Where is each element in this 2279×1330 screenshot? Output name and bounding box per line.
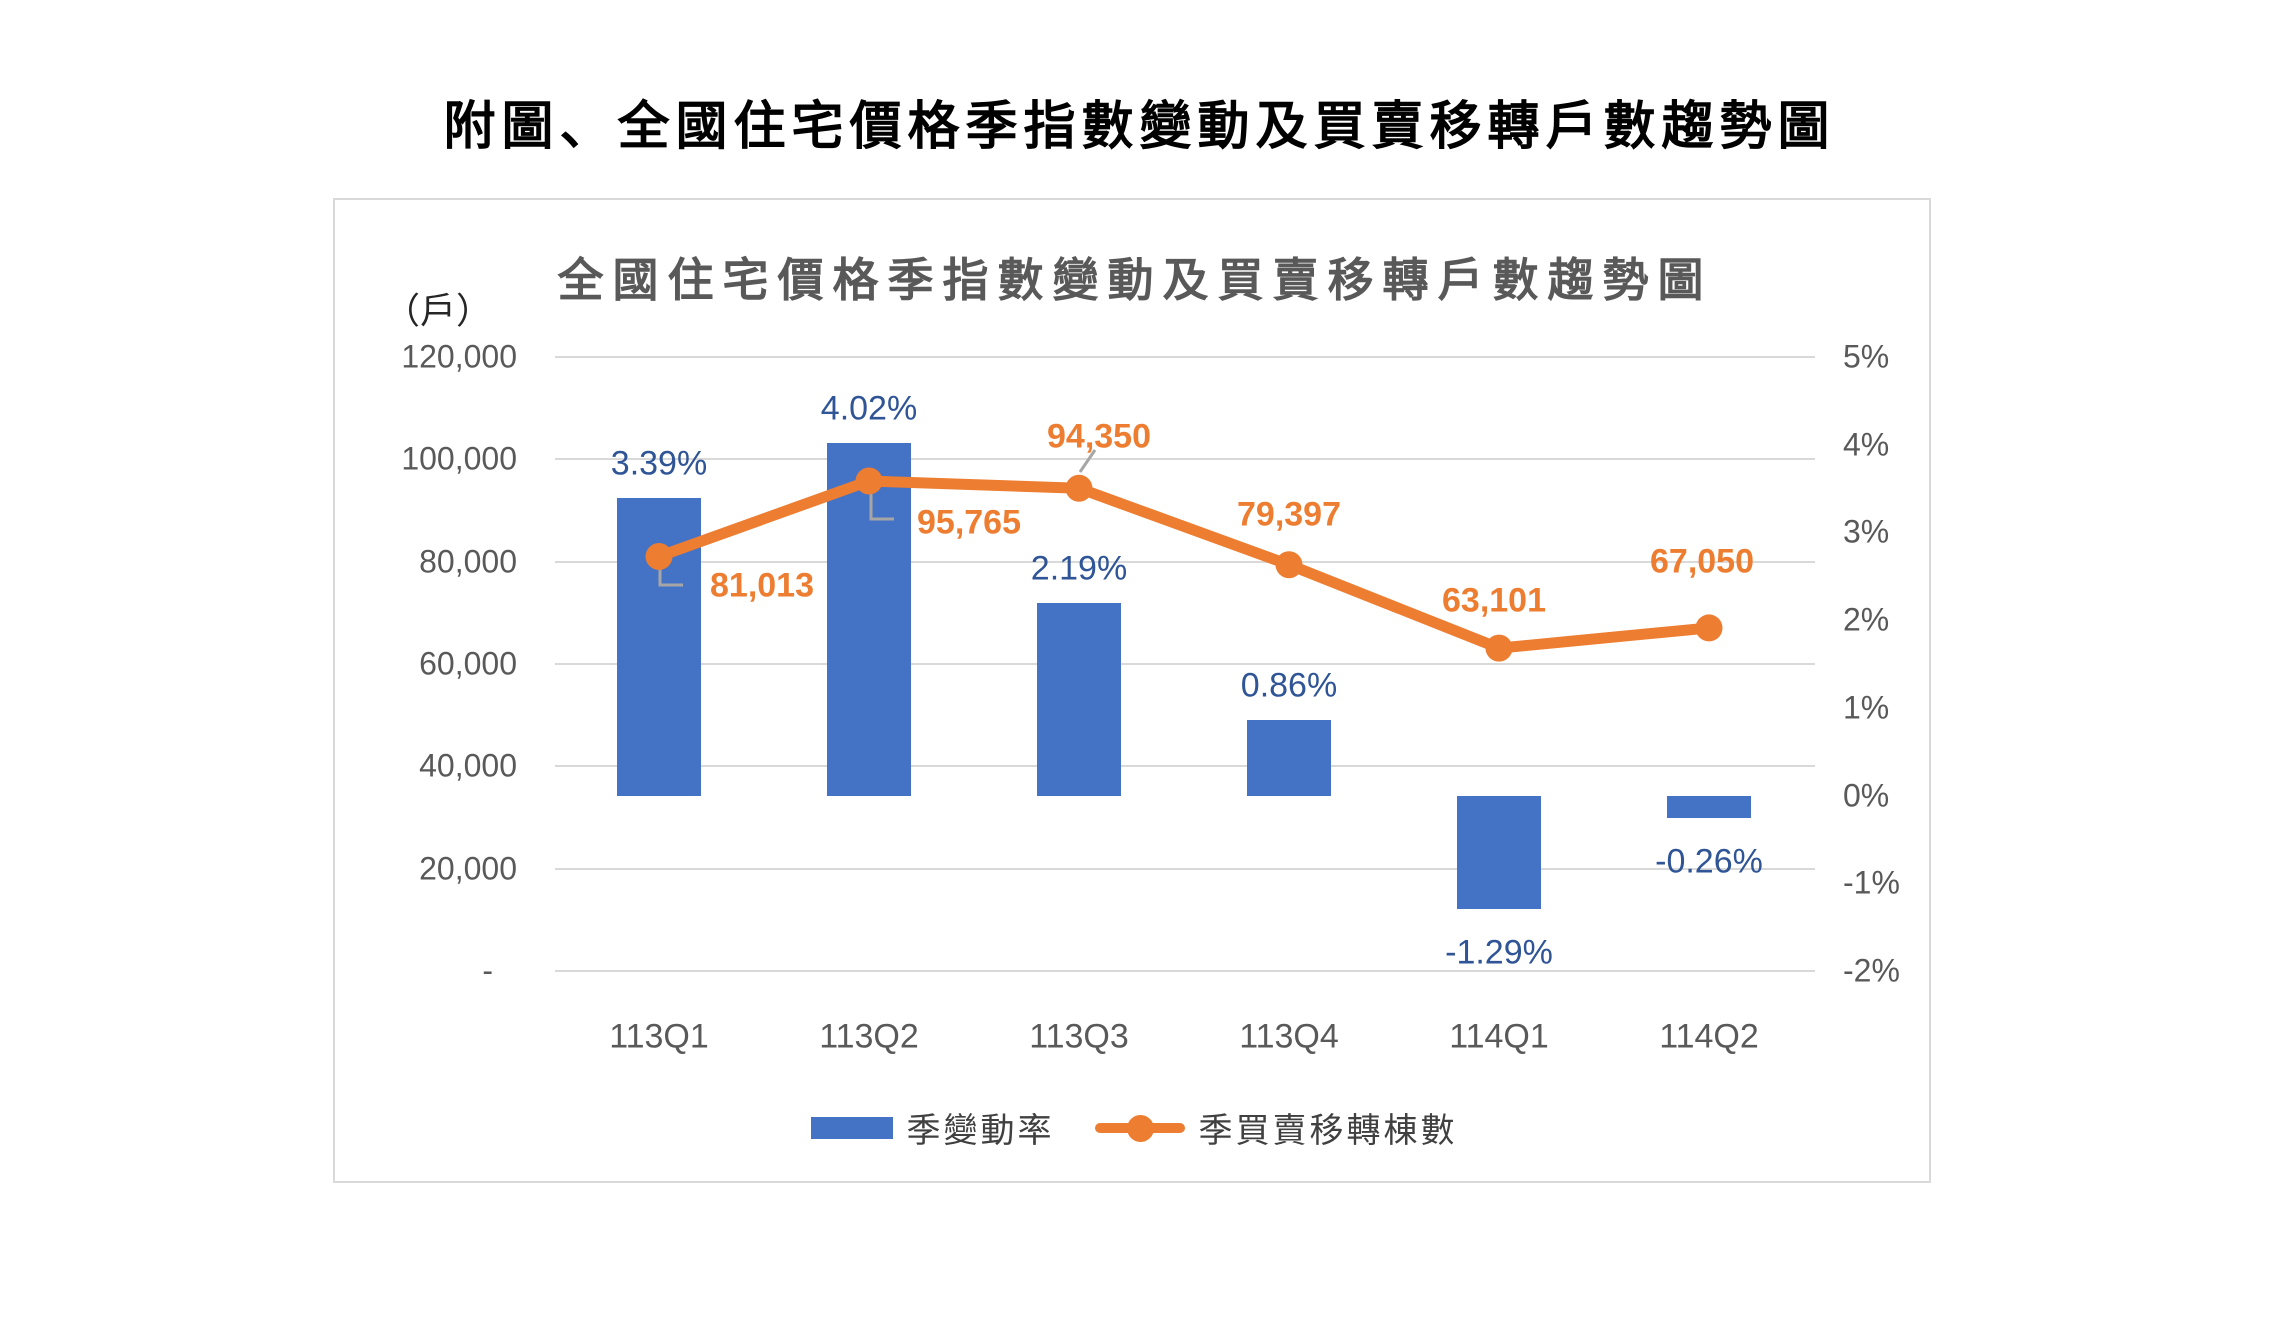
right-axis-tick: -1% <box>1843 864 1900 901</box>
line-marker-114Q1 <box>1485 634 1513 662</box>
bar-data-label: -0.26% <box>1655 842 1763 881</box>
bar-113Q2 <box>827 442 911 796</box>
line-data-label: 79,397 <box>1237 495 1341 534</box>
bar-data-label: -1.29% <box>1445 933 1553 972</box>
right-axis-tick: 2% <box>1843 601 1890 638</box>
left-axis-tick: - <box>482 952 493 989</box>
legend-item-line: 季買賣移轉棟數 <box>1094 1103 1458 1152</box>
chart-area: 全國住宅價格季指數變動及買賣移轉戶數趨勢圖 （戶） 120,000 100,000… <box>333 198 1931 1183</box>
page-title: 附圖、全國住宅價格季指數變動及買賣移轉戶數趨勢圖 <box>443 98 1836 156</box>
line-marker-114Q2 <box>1695 614 1723 642</box>
gridline <box>555 765 1815 768</box>
left-axis-tick: 100,000 <box>401 440 517 477</box>
legend-bar-label: 季變動率 <box>906 1112 1055 1150</box>
legend-item-bar: 季變動率 <box>810 1103 1055 1152</box>
chart-title: 全國住宅價格季指數變動及買賣移轉戶數趨勢圖 <box>557 254 1713 306</box>
line-marker-113Q3 <box>1065 474 1093 502</box>
x-axis-tick: 114Q2 <box>1659 1017 1759 1056</box>
bar-series-swatch-icon <box>810 1116 893 1139</box>
x-axis-tick: 113Q3 <box>1029 1017 1129 1056</box>
line-data-label: 95,765 <box>917 503 1021 542</box>
label-leader-line <box>1078 449 1097 473</box>
x-axis-tick: 114Q1 <box>1449 1017 1549 1056</box>
bar-data-label: 2.19% <box>1030 549 1128 588</box>
right-axis-tick: 3% <box>1843 513 1890 550</box>
gridline <box>555 560 1815 563</box>
line-data-label: 63,101 <box>1442 581 1546 620</box>
right-axis-tick: 5% <box>1843 338 1890 375</box>
left-axis-tick: 120,000 <box>401 338 517 375</box>
bar-114Q2 <box>1667 795 1751 819</box>
x-axis-tick: 113Q2 <box>819 1017 919 1056</box>
bar-113Q4 <box>1247 720 1331 796</box>
gridline <box>555 356 1815 358</box>
line-path <box>653 475 1715 654</box>
bar-113Q3 <box>1037 603 1121 796</box>
right-axis-tick: -2% <box>1843 952 1900 989</box>
bar-data-label: 4.02% <box>820 389 918 428</box>
line-series <box>645 449 1723 662</box>
bar-data-label: 0.86% <box>1240 666 1338 705</box>
legend-line-label: 季買賣移轉棟數 <box>1198 1112 1458 1150</box>
gridline <box>555 663 1815 665</box>
right-axis-tick: 1% <box>1843 689 1890 726</box>
label-leader-line <box>869 487 894 521</box>
right-axis-tick: 4% <box>1843 426 1890 463</box>
legend: 季變動率 季買賣移轉棟數 <box>335 1103 1933 1152</box>
gridline <box>555 867 1815 870</box>
bar-114Q1 <box>1457 795 1541 909</box>
left-axis-tick: 80,000 <box>419 543 517 580</box>
line-data-label: 94,350 <box>1047 417 1151 456</box>
left-axis-tick: 60,000 <box>419 645 517 682</box>
line-marker-113Q2 <box>855 467 883 495</box>
bar-data-label: 3.39% <box>610 444 708 483</box>
x-axis-tick: 113Q4 <box>1239 1017 1339 1056</box>
line-data-label: 81,013 <box>710 566 814 605</box>
left-axis-tick: 20,000 <box>419 850 517 887</box>
line-marker-113Q4 <box>1275 551 1303 579</box>
left-axis-unit-label: （戶） <box>383 290 492 331</box>
gridline <box>555 458 1815 461</box>
line-data-label: 67,050 <box>1650 542 1754 581</box>
line-marker-113Q1 <box>645 542 673 570</box>
right-axis-tick: 0% <box>1843 777 1890 814</box>
line-series-swatch-icon <box>1094 1114 1185 1142</box>
gridline <box>555 970 1815 972</box>
x-axis-tick: 113Q1 <box>609 1017 709 1056</box>
left-axis-tick: 40,000 <box>419 747 517 784</box>
plot-area: 3.39% 4.02% 2.19% 0.86% -1.29% -0.26% 81,013 95… <box>555 356 1815 972</box>
